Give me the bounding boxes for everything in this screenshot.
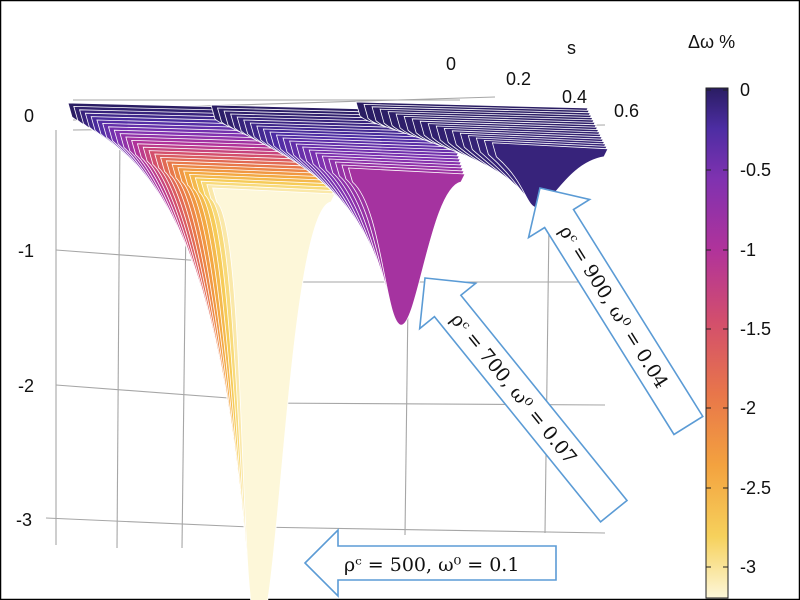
s-tick-label: 0.4 [562, 87, 587, 107]
arrow-shape [527, 187, 704, 436]
arrow-shape [303, 528, 557, 598]
colorbar-tick-label: -1.5 [740, 319, 771, 339]
z-tick-label: -2 [18, 376, 34, 396]
z-tick-label: -1 [18, 241, 34, 261]
annotation-text: ρᶜ = 700, ω⁰ = 0.07 [446, 309, 581, 469]
grid-line [254, 402, 606, 406]
surface-strip [347, 167, 466, 326]
colorbar-label: Δω % [688, 32, 735, 52]
z-tick-label: -3 [16, 510, 32, 530]
surface-strips [67, 101, 609, 600]
colorbar-tick-label: 0 [740, 80, 750, 100]
colorbar-ticks [706, 89, 728, 568]
colorbar-tick-label: -3 [740, 557, 756, 577]
s-axis-label: s [567, 38, 576, 58]
arrow-shape [418, 277, 629, 523]
grid-line [254, 526, 606, 534]
grid-line [116, 129, 121, 549]
s-tick-label: 0 [446, 54, 456, 74]
annotation-text: ρᶜ = 900, ω⁰ = 0.04 [554, 222, 672, 393]
colorbar-tick-label: -2 [740, 398, 756, 418]
colorbar-tick-label: -0.5 [740, 160, 771, 180]
annotation-text: ρᶜ = 500, ω⁰ = 0.1 [344, 554, 519, 576]
colorbar-tick-label: -2.5 [740, 478, 771, 498]
colorbar [705, 87, 729, 599]
grid-line [55, 384, 256, 401]
grid-line [45, 517, 251, 528]
s-tick-label: 0.6 [614, 101, 639, 121]
s-tick-label: 0.2 [506, 69, 531, 89]
annotation-arrow-500: ρᶜ = 500, ω⁰ = 0.1 [303, 528, 557, 598]
surface-strip [212, 187, 336, 600]
z-tick-label: 0 [24, 106, 34, 126]
colorbar-tick-label: -1 [740, 240, 756, 260]
